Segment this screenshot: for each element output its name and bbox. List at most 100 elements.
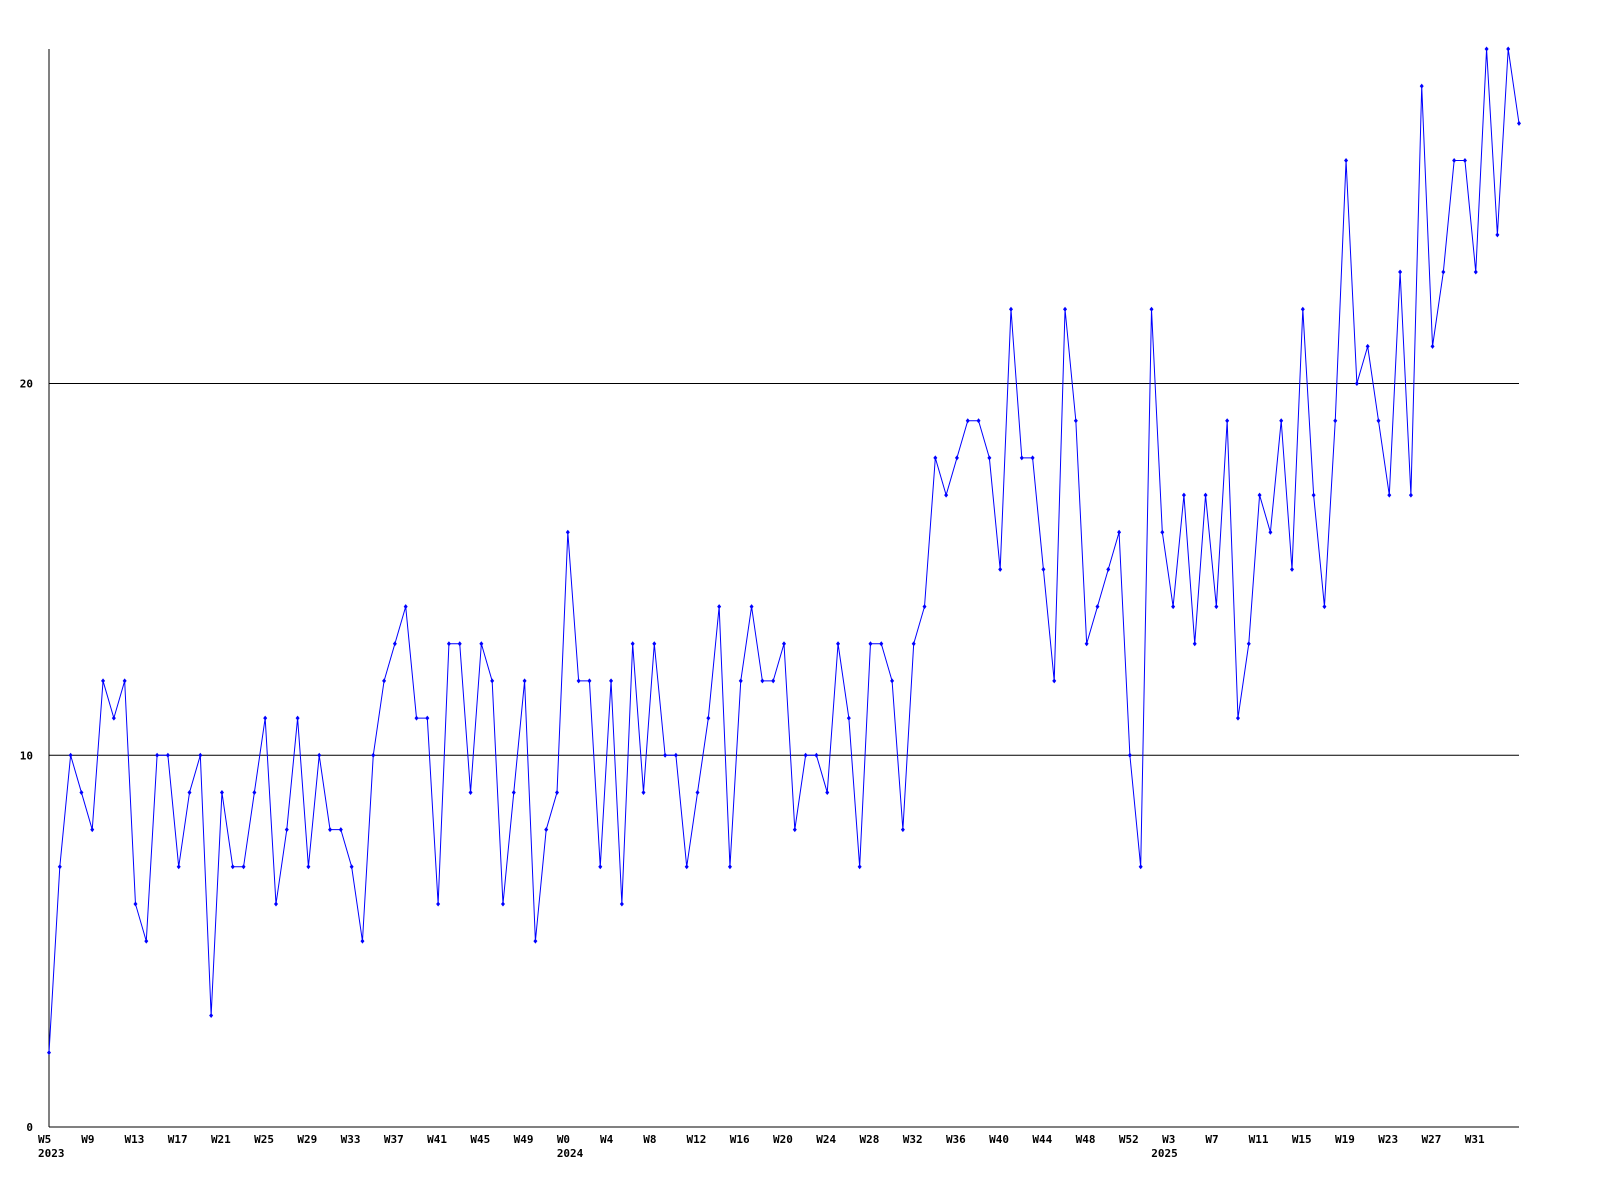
- point: [857, 864, 862, 870]
- point: [1257, 492, 1262, 498]
- x-tick-label: W24: [816, 1133, 836, 1146]
- point: [500, 901, 505, 907]
- point: [1225, 418, 1230, 424]
- x-tick-label: W28: [859, 1133, 879, 1146]
- point: [954, 455, 959, 461]
- y-tick-label: 10: [20, 749, 33, 762]
- point: [1473, 269, 1478, 275]
- point: [1203, 492, 1208, 498]
- point: [760, 678, 765, 684]
- x-tick-label: W16: [730, 1133, 750, 1146]
- point: [457, 641, 462, 647]
- point: [1398, 269, 1403, 275]
- point: [1387, 492, 1392, 498]
- point: [446, 641, 451, 647]
- point: [338, 827, 343, 833]
- point: [706, 715, 711, 721]
- point: [944, 492, 949, 498]
- point: [371, 752, 376, 758]
- point: [749, 604, 754, 610]
- point: [1408, 492, 1413, 498]
- x-tick-label: W32: [903, 1133, 923, 1146]
- point: [511, 789, 516, 795]
- point: [1084, 641, 1089, 647]
- x-tick-label: W3: [1162, 1133, 1175, 1146]
- point: [1171, 604, 1176, 610]
- point: [576, 678, 581, 684]
- point: [360, 938, 365, 944]
- point: [57, 864, 62, 870]
- point: [1149, 306, 1154, 312]
- x-tick-label: W41: [427, 1133, 447, 1146]
- point: [652, 641, 657, 647]
- point: [79, 789, 84, 795]
- point: [976, 418, 981, 424]
- x-tick-label: W27: [1422, 1133, 1442, 1146]
- point: [273, 901, 278, 907]
- x-tick-label: W11: [1249, 1133, 1269, 1146]
- point: [1311, 492, 1316, 498]
- point: [1300, 306, 1305, 312]
- x-tick-label: W36: [946, 1133, 966, 1146]
- point: [900, 827, 905, 833]
- point: [998, 566, 1003, 572]
- point: [1365, 343, 1370, 349]
- point: [1344, 158, 1349, 164]
- x-tick-label: W8: [643, 1133, 656, 1146]
- point: [771, 678, 776, 684]
- point: [598, 864, 603, 870]
- x-tick-label: W9: [81, 1133, 94, 1146]
- point: [1290, 566, 1295, 572]
- x-tick-label: W29: [297, 1133, 317, 1146]
- point: [673, 752, 678, 758]
- point: [209, 1012, 214, 1018]
- x-tick-label: W7: [1205, 1133, 1218, 1146]
- point: [328, 827, 333, 833]
- x-group-label: 2023: [38, 1147, 65, 1160]
- x-tick-label: W33: [341, 1133, 361, 1146]
- point: [90, 827, 95, 833]
- point: [230, 864, 235, 870]
- point: [187, 789, 192, 795]
- point: [101, 678, 106, 684]
- x-group-label: 2025: [1151, 1147, 1178, 1160]
- point: [1030, 455, 1035, 461]
- x-tick-label: W17: [168, 1133, 188, 1146]
- point: [295, 715, 300, 721]
- point: [922, 604, 927, 610]
- point: [890, 678, 895, 684]
- point: [803, 752, 808, 758]
- point: [1430, 343, 1435, 349]
- point: [1095, 604, 1100, 610]
- point: [425, 715, 430, 721]
- point: [555, 789, 560, 795]
- point: [825, 789, 830, 795]
- y-tick-label: 20: [20, 378, 33, 391]
- point: [47, 1050, 51, 1056]
- x-tick-label: W49: [514, 1133, 534, 1146]
- point: [317, 752, 322, 758]
- point: [1008, 306, 1013, 312]
- point: [1235, 715, 1240, 721]
- point: [609, 678, 614, 684]
- point: [1419, 83, 1424, 89]
- point: [284, 827, 289, 833]
- x-tick-label: W48: [1076, 1133, 1096, 1146]
- point: [1019, 455, 1024, 461]
- point: [1160, 529, 1165, 535]
- point: [1052, 678, 1057, 684]
- point: [111, 715, 116, 721]
- x-tick-label: W5: [38, 1133, 51, 1146]
- point: [1462, 158, 1467, 164]
- x-tick-label: W40: [989, 1133, 1009, 1146]
- point: [1452, 158, 1457, 164]
- point: [219, 789, 224, 795]
- point: [911, 641, 916, 647]
- point: [122, 678, 127, 684]
- point: [1181, 492, 1186, 498]
- x-tick-label: W52: [1119, 1133, 1139, 1146]
- point: [436, 901, 441, 907]
- point: [1246, 641, 1251, 647]
